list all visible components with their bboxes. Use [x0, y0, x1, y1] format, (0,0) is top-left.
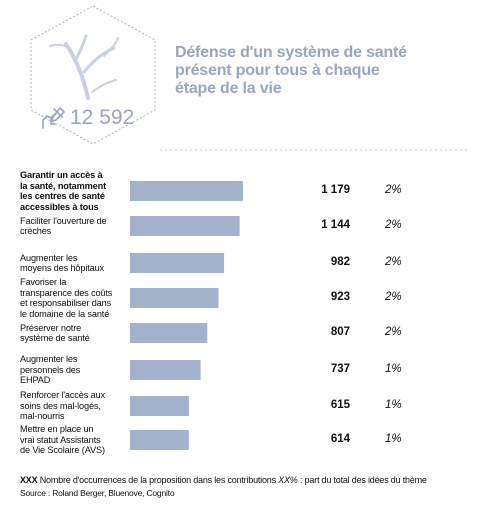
share-label: 1% [385, 433, 402, 445]
category-label-line: système de santé [20, 333, 90, 343]
category-label-line: crèches [20, 226, 52, 236]
share-label: 2% [385, 326, 402, 338]
bar [130, 253, 225, 273]
category-label-line: les centres de santé [20, 191, 105, 201]
value-label: 614 [330, 433, 350, 445]
category-label-line: Augmenter les [20, 252, 78, 263]
category-label-line: accessibles à tous [20, 201, 99, 212]
category-label-line: Préserver notre [20, 322, 82, 333]
category-label-line: Favoriser la [20, 277, 67, 287]
category-label-line: transparence des coûts [20, 287, 113, 298]
category-label-line: le domaine de la santé [20, 308, 110, 319]
category-label-line: vrai statut Assistants [20, 434, 101, 445]
legend-share-desc: : part du total des idées du thème [299, 475, 427, 485]
share-label: 2% [385, 219, 402, 231]
tree-branch-illustration [49, 34, 119, 100]
bar [130, 323, 208, 343]
category-label: Renforcer l'accès aux soins des mal-logés… [20, 390, 124, 422]
category-label: Augmenter les moyens des hôpitaux [20, 253, 124, 274]
category-label: Augmenter les personnels des EHPAD [20, 354, 124, 386]
category-label-line: Mettre en place un [20, 424, 94, 435]
value-label: 923 [330, 291, 350, 303]
category-label-line: EHPAD [20, 375, 51, 386]
value-label: 1 144 [321, 219, 350, 231]
bar [130, 430, 189, 450]
bar [130, 216, 240, 236]
category-label-line: de Vie Scolaire (AVS) [20, 445, 105, 456]
value-label: 615 [330, 399, 350, 411]
category-label-line: personnels des [20, 364, 81, 375]
bar [130, 181, 243, 201]
category-label: Favoriser la transparence des coûts et res… [20, 277, 124, 319]
category-label-line: moyens des hôpitaux [20, 263, 104, 273]
contribution-count: 12 592 [70, 106, 135, 129]
share-label: 2% [385, 184, 402, 196]
category-label: Faciliter l'ouverture de crèches [20, 216, 124, 237]
category-label-line: soins des mal-logés, [20, 400, 101, 411]
title-line: étape de la vie [175, 80, 282, 97]
value-label: 737 [330, 363, 350, 375]
page-title: Défense d'un système de santé présent po… [175, 44, 435, 98]
value-label: 982 [330, 256, 350, 268]
share-label: 2% [385, 256, 402, 268]
share-label: 1% [385, 363, 402, 375]
category-label-line: et responsabiliser dans [20, 298, 112, 308]
source-note: Source : Roland Berger, Bluenove, Cognit… [20, 488, 175, 498]
legend-count-key: XXX [20, 475, 38, 485]
title-line: présent pour tous à chaque [175, 62, 380, 79]
category-label-line: Renforcer l'accès aux [20, 390, 105, 401]
share-label: 1% [385, 399, 402, 411]
header-hexagon [30, 5, 156, 145]
bar [130, 396, 189, 416]
legend: XXX Nombre d'occurrences de la propositi… [20, 474, 427, 486]
legend-share-key: XX% [278, 475, 298, 485]
title-line: Défense d'un système de santé [175, 44, 407, 61]
category-label-line: la santé, notamment [20, 180, 106, 191]
category-label-line: Faciliter l'ouverture de [20, 215, 107, 226]
category-label-line: Garantir un accès à [20, 170, 103, 180]
category-label: Garantir un accès à la santé, notamment le… [20, 170, 124, 212]
bar [130, 360, 201, 380]
category-label: Mettre en place un vrai statut Assistants… [20, 424, 124, 456]
bar-chart [130, 149, 470, 450]
value-label: 1 179 [321, 184, 350, 196]
hand-writing-icon [42, 107, 65, 129]
category-label-line: mal-nourris [20, 411, 65, 422]
value-label: 807 [330, 326, 350, 338]
legend-count-desc: Nombre d'occurrences de la proposition d… [39, 475, 276, 485]
category-label-line: Augmenter les [20, 354, 78, 365]
bar [130, 288, 219, 308]
share-label: 2% [385, 291, 402, 303]
category-label: Préserver notre système de santé [20, 323, 124, 344]
